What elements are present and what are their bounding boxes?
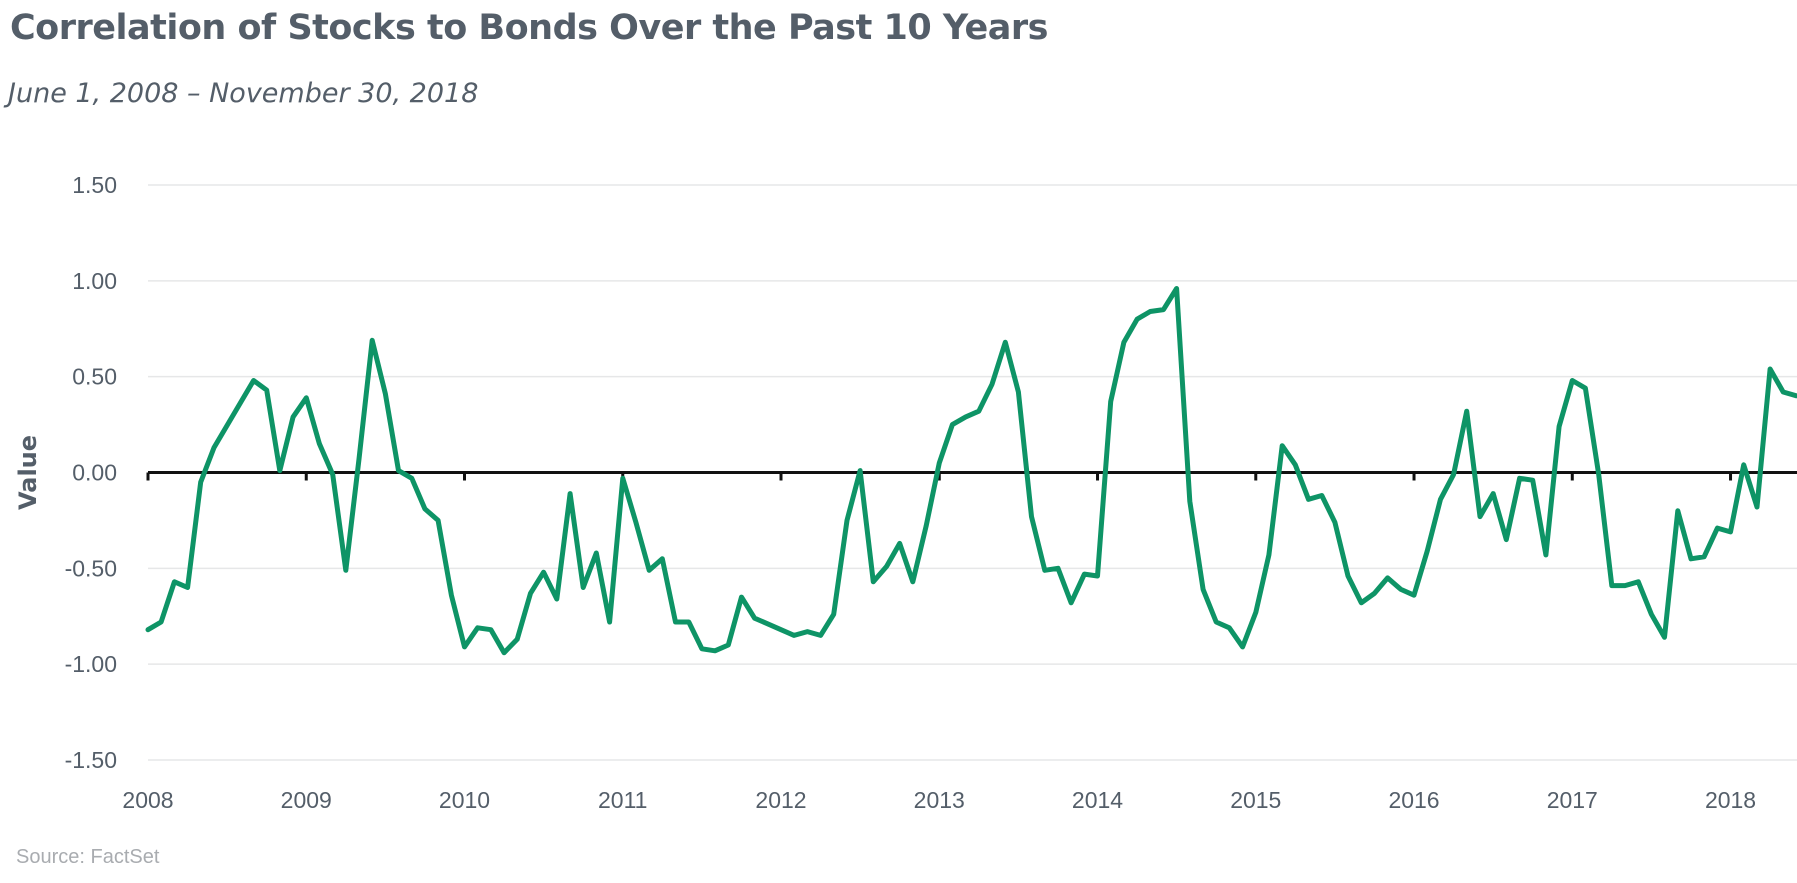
x-tick-label: 2011 bbox=[598, 787, 647, 813]
source-note: Source: FactSet bbox=[16, 846, 160, 868]
chart-title: Correlation of Stocks to Bonds Over the … bbox=[10, 8, 1049, 48]
x-tick-label: 2009 bbox=[281, 787, 332, 813]
series-layer bbox=[145, 286, 1797, 656]
x-tick-label: 2017 bbox=[1547, 787, 1598, 813]
x-tick-label: 2008 bbox=[122, 787, 173, 813]
x-tick-label: 2016 bbox=[1388, 787, 1439, 813]
x-tick-label: 2015 bbox=[1230, 787, 1281, 813]
y-tick-label: -1.00 bbox=[65, 651, 117, 677]
grid-lines bbox=[148, 184, 1797, 761]
y-tick-label: 1.00 bbox=[72, 268, 117, 294]
x-axis: 2008 2009 2010 2011 2012 2013 2014 2015 2016 2017… bbox=[122, 471, 1797, 813]
x-tick-label: 2012 bbox=[755, 787, 806, 813]
y-axis-label: Value bbox=[14, 435, 42, 510]
chart-subtitle: June 1, 2008 – November 30, 2018 bbox=[8, 78, 479, 109]
series-line bbox=[145, 286, 1797, 656]
x-tick-label: 2018 bbox=[1705, 787, 1756, 813]
y-tick-label: -0.50 bbox=[65, 555, 117, 581]
y-axis-ticks: 1.50 1.00 0.50 0.00 -0.50 -1.00 -1.50 bbox=[65, 172, 117, 773]
y-tick-label: 0.50 bbox=[72, 364, 117, 390]
y-tick-label: -1.50 bbox=[65, 747, 117, 773]
x-tick-label: 2010 bbox=[439, 787, 490, 813]
x-tick-label: 2014 bbox=[1072, 787, 1123, 813]
y-tick-label: 0.00 bbox=[72, 460, 117, 486]
x-tick-label: 2013 bbox=[914, 787, 965, 813]
y-tick-label: 1.50 bbox=[72, 172, 117, 198]
